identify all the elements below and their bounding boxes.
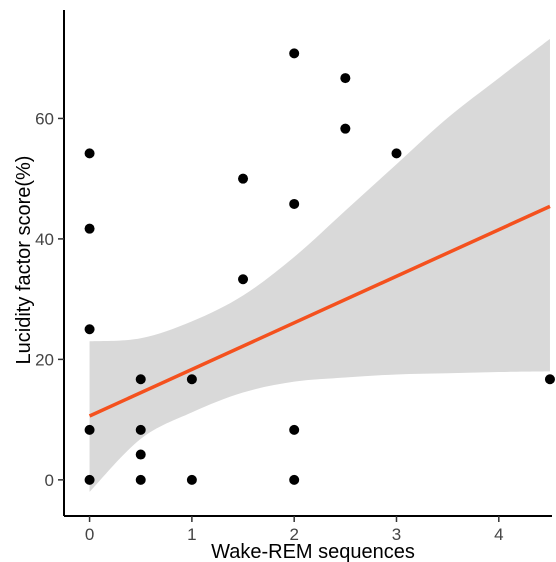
x-tick-label: 4 (494, 525, 503, 544)
fit-line-layer (88, 204, 551, 418)
y-tick-label: 0 (45, 471, 54, 490)
x-tick-label: 3 (392, 525, 401, 544)
data-point (340, 73, 351, 84)
y-axis-title: Lucidity factor score(%) (13, 156, 35, 365)
data-point (84, 424, 95, 435)
data-points (84, 48, 555, 485)
data-point (391, 148, 402, 159)
data-point (84, 148, 95, 159)
data-point (238, 274, 249, 285)
data-point (135, 424, 146, 435)
data-point (135, 449, 146, 460)
y-tick-label: 40 (35, 230, 54, 249)
confidence-band (89, 38, 550, 492)
data-point (289, 48, 300, 59)
data-point (289, 198, 300, 209)
x-axis-title: Wake-REM sequences (211, 541, 415, 562)
data-point (289, 474, 300, 485)
data-point (289, 424, 300, 435)
data-point (84, 324, 95, 335)
y-tick-label: 20 (35, 350, 54, 369)
data-point (340, 123, 351, 134)
data-point (84, 474, 95, 485)
regression-line (88, 204, 551, 418)
data-point (238, 173, 249, 184)
x-tick-label: 2 (289, 525, 298, 544)
axes (63, 10, 552, 517)
x-tick-label: 0 (85, 525, 94, 544)
data-point (186, 374, 197, 385)
data-point (544, 374, 555, 385)
data-point (135, 374, 146, 385)
data-point (84, 223, 95, 234)
data-point (135, 474, 146, 485)
x-tick-label: 1 (187, 525, 196, 544)
data-point (186, 474, 197, 485)
confidence-band-layer (89, 38, 550, 492)
y-ticks: 0 20 40 60 (35, 109, 64, 490)
y-tick-label: 60 (35, 109, 54, 128)
x-ticks: 0 1 2 3 4 (85, 516, 504, 544)
